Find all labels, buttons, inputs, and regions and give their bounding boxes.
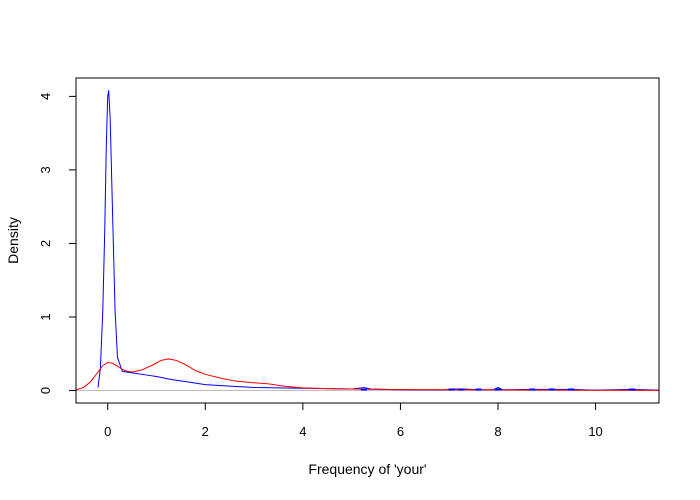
- y-tick-label: 1: [38, 313, 53, 320]
- y-tick-label: 4: [38, 93, 53, 100]
- x-tick-label: 0: [104, 424, 111, 439]
- y-axis: 0 1 2 3 4: [38, 93, 76, 394]
- x-tick-label: 2: [202, 424, 209, 439]
- x-tick-label: 4: [299, 424, 306, 439]
- x-axis: 0 2 4 6 8 10: [104, 403, 603, 439]
- plot-area: [76, 90, 659, 391]
- y-axis-title: Density: [5, 217, 21, 264]
- x-tick-label: 10: [588, 424, 602, 439]
- plot-frame: [75, 77, 660, 404]
- x-tick-label: 8: [494, 424, 501, 439]
- density-line-1: [97, 90, 659, 391]
- x-tick-label: 6: [397, 424, 404, 439]
- x-axis-title: Frequency of 'your': [308, 461, 426, 477]
- density-line-2: [76, 358, 659, 391]
- y-tick-label: 3: [38, 166, 53, 173]
- y-tick-label: 2: [38, 240, 53, 247]
- y-tick-label: 0: [38, 387, 53, 394]
